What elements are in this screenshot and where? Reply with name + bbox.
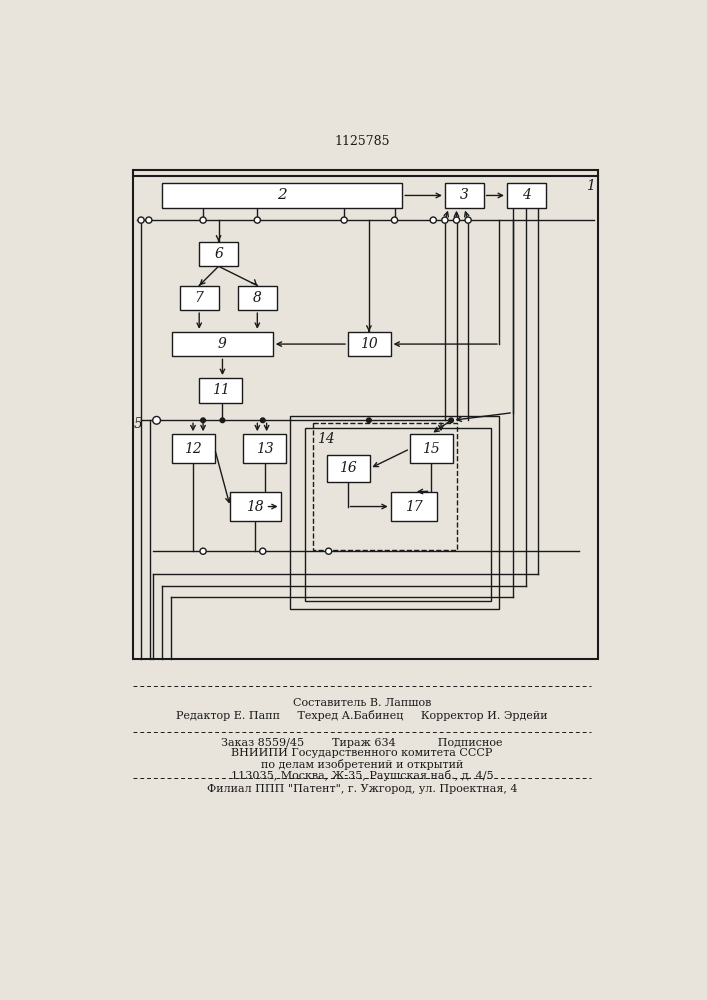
Bar — [305, 428, 491, 601]
Text: 113035, Москва, Ж-35, Раушская наб., д. 4/5: 113035, Москва, Ж-35, Раушская наб., д. … — [230, 770, 493, 781]
Bar — [290, 416, 499, 609]
Circle shape — [442, 217, 448, 223]
Text: 9: 9 — [218, 337, 227, 351]
Circle shape — [367, 418, 371, 423]
Text: 16: 16 — [339, 461, 357, 475]
Text: 15: 15 — [423, 442, 440, 456]
Circle shape — [325, 548, 332, 554]
Text: 2: 2 — [277, 188, 287, 202]
Text: 12: 12 — [185, 442, 202, 456]
Text: 8: 8 — [253, 291, 262, 305]
Bar — [243, 434, 286, 463]
Text: Редактор Е. Папп     Техред А.Бабинец     Корректор И. Эрдейи: Редактор Е. Папп Техред А.Бабинец Коррек… — [176, 710, 548, 721]
Text: Филиал ППП "Патент", г. Ужгород, ул. Проектная, 4: Филиал ППП "Патент", г. Ужгород, ул. Про… — [206, 784, 518, 794]
Circle shape — [430, 217, 436, 223]
Text: 5: 5 — [134, 417, 143, 431]
Bar — [507, 183, 546, 208]
Text: 14: 14 — [317, 432, 334, 446]
Circle shape — [200, 548, 206, 554]
Bar — [172, 434, 215, 463]
Circle shape — [453, 217, 460, 223]
Bar — [410, 434, 452, 463]
Circle shape — [260, 418, 265, 423]
Bar — [162, 183, 402, 208]
Text: 1: 1 — [585, 179, 595, 193]
Text: 18: 18 — [247, 500, 264, 514]
Text: 7: 7 — [194, 291, 204, 305]
Text: Заказ 8559/45        Тираж 634            Подписное: Заказ 8559/45 Тираж 634 Подписное — [221, 738, 503, 748]
Text: 13: 13 — [256, 442, 274, 456]
Bar — [348, 332, 391, 356]
Text: Составитель В. Лапшов: Составитель В. Лапшов — [293, 698, 431, 708]
Text: 4: 4 — [522, 188, 531, 202]
Text: по делам изобретений и открытий: по делам изобретений и открытий — [261, 759, 463, 770]
Text: 11: 11 — [211, 383, 229, 397]
Bar — [172, 332, 273, 356]
Text: 10: 10 — [361, 337, 378, 351]
Text: 3: 3 — [460, 188, 469, 202]
Circle shape — [255, 217, 260, 223]
Circle shape — [259, 548, 266, 554]
Circle shape — [220, 418, 225, 423]
Circle shape — [153, 416, 160, 424]
Bar — [445, 183, 484, 208]
Circle shape — [201, 418, 206, 423]
Bar — [313, 423, 457, 550]
Bar — [230, 492, 281, 521]
Bar — [238, 286, 276, 310]
Circle shape — [341, 217, 347, 223]
Circle shape — [138, 217, 144, 223]
Text: 6: 6 — [214, 247, 223, 261]
Text: 1125785: 1125785 — [334, 135, 390, 148]
Bar — [180, 286, 218, 310]
Bar — [327, 455, 370, 482]
Text: ВНИИПИ Государственного комитета СССР: ВНИИПИ Государственного комитета СССР — [231, 748, 493, 758]
Circle shape — [392, 217, 397, 223]
Circle shape — [200, 217, 206, 223]
Bar — [134, 170, 598, 659]
Bar — [391, 492, 437, 521]
Circle shape — [465, 217, 472, 223]
Text: 17: 17 — [405, 500, 423, 514]
Circle shape — [146, 217, 152, 223]
Circle shape — [449, 418, 453, 423]
Bar — [199, 242, 238, 266]
Bar — [199, 378, 242, 403]
